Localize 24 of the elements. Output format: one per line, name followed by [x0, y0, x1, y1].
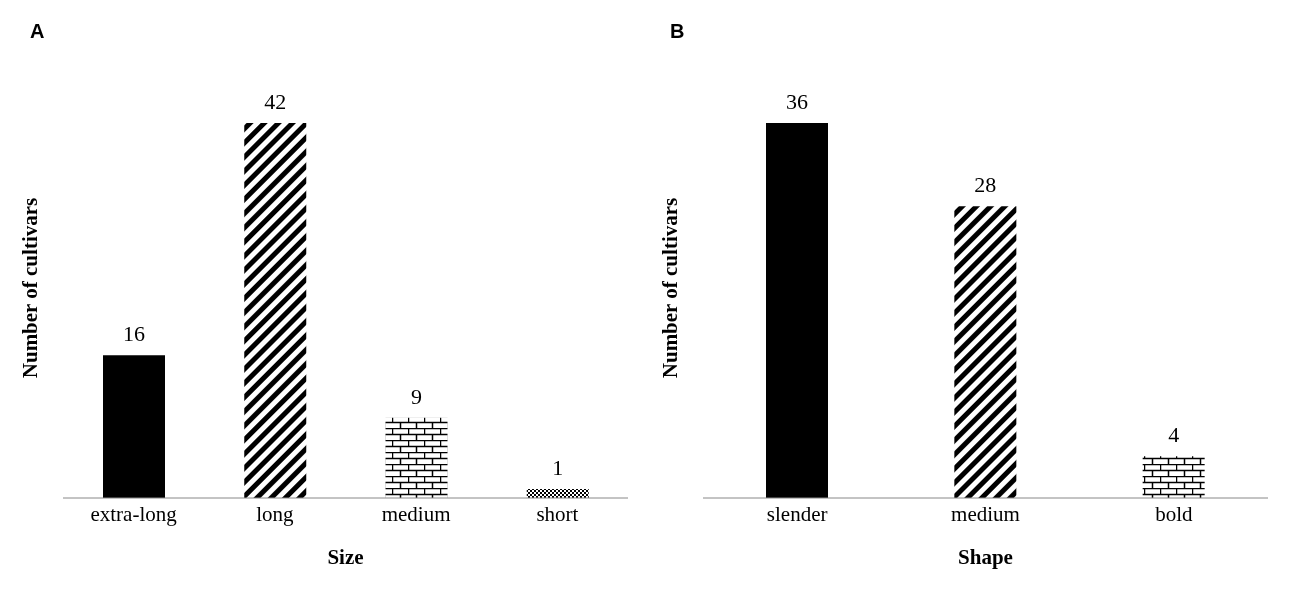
y-axis-title: Number of cultivars	[658, 197, 683, 379]
x-axis-title: Size	[327, 545, 364, 569]
data-label: 1	[552, 455, 564, 481]
data-label: 36	[786, 89, 808, 114]
y-axis-title: Number of cultivars	[18, 197, 43, 379]
x-tick-label: long	[256, 501, 295, 526]
x-tick-label: slender	[766, 501, 828, 526]
bar	[103, 355, 165, 498]
bar	[385, 417, 448, 498]
x-axis-title: Shape	[958, 545, 1013, 569]
data-label: 28	[974, 172, 997, 198]
x-tick-label: short	[536, 501, 579, 526]
data-label: 16	[123, 321, 145, 347]
data-label: 42	[264, 89, 287, 114]
bar	[526, 489, 589, 498]
data-label: 4	[1168, 422, 1180, 448]
x-tick-label: extra-long	[90, 501, 178, 526]
x-tick-label: bold	[1155, 501, 1193, 526]
bar	[244, 123, 307, 498]
chart-title: A	[30, 20, 45, 43]
chart-title: B	[670, 20, 685, 43]
data-label: 9	[411, 383, 422, 409]
x-tick-label: medium	[381, 501, 451, 526]
x-tick-label: medium	[951, 501, 1020, 526]
